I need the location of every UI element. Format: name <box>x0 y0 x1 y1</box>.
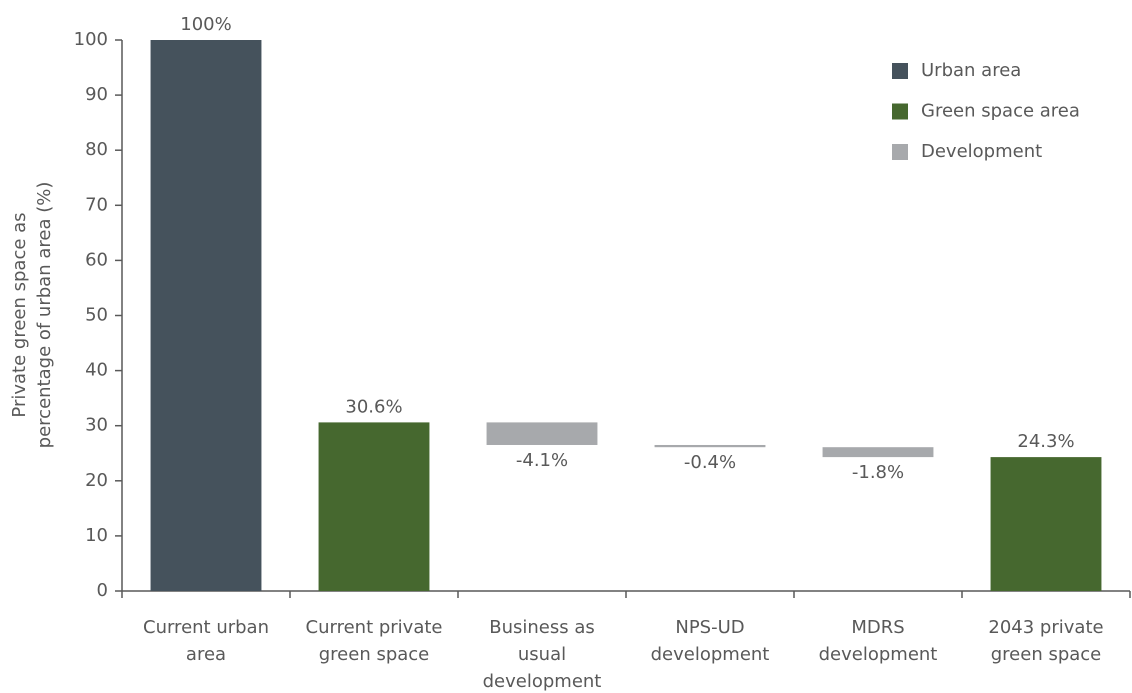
x-tick-label: development <box>819 644 938 665</box>
y-tick-label: 10 <box>85 525 108 546</box>
x-tick-label: development <box>651 644 770 665</box>
y-tick-label: 100 <box>74 29 108 50</box>
y-axis-label: Private green space as <box>9 212 30 417</box>
y-tick-label: 40 <box>85 360 108 381</box>
x-tick-label: 2043 private <box>988 617 1103 638</box>
value-label: -4.1% <box>516 450 568 471</box>
y-tick-label: 50 <box>85 305 108 326</box>
x-tick-label: Current urban <box>143 617 269 638</box>
x-tick-label: Current private <box>306 617 443 638</box>
y-tick-label: 20 <box>85 470 108 491</box>
value-label: 24.3% <box>1017 431 1074 452</box>
legend-swatch <box>892 63 908 79</box>
y-axis-label: percentage of urban area (%) <box>34 182 55 449</box>
legend-label: Green space area <box>921 101 1080 122</box>
bar <box>318 422 430 591</box>
x-tick-label: green space <box>319 644 430 665</box>
x-tick-label: NPS-UD <box>675 617 744 638</box>
bar <box>150 40 262 591</box>
x-tick-label: MDRS <box>851 617 904 638</box>
y-tick-label: 70 <box>85 194 108 215</box>
bar <box>822 447 934 458</box>
x-tick-label: Business as <box>489 617 595 638</box>
legend-swatch <box>892 144 908 160</box>
legend-label: Development <box>921 141 1042 162</box>
y-tick-label: 60 <box>85 249 108 270</box>
y-tick-label: 30 <box>85 415 108 436</box>
legend-label: Urban area <box>921 60 1021 81</box>
y-tick-label: 0 <box>97 580 108 601</box>
bar <box>486 422 598 445</box>
bar <box>654 444 766 448</box>
value-label: 100% <box>180 14 231 35</box>
legend-swatch <box>892 103 908 120</box>
y-tick-label: 90 <box>85 84 108 105</box>
value-label: 30.6% <box>345 396 402 417</box>
value-label: -1.8% <box>852 462 904 483</box>
value-label: -0.4% <box>684 452 736 473</box>
x-tick-label: green space <box>991 644 1102 665</box>
x-tick-label: area <box>186 644 226 665</box>
x-tick-label: development <box>483 671 602 692</box>
y-tick-label: 80 <box>85 139 108 160</box>
bar <box>990 457 1102 591</box>
x-tick-label: usual <box>518 644 566 665</box>
